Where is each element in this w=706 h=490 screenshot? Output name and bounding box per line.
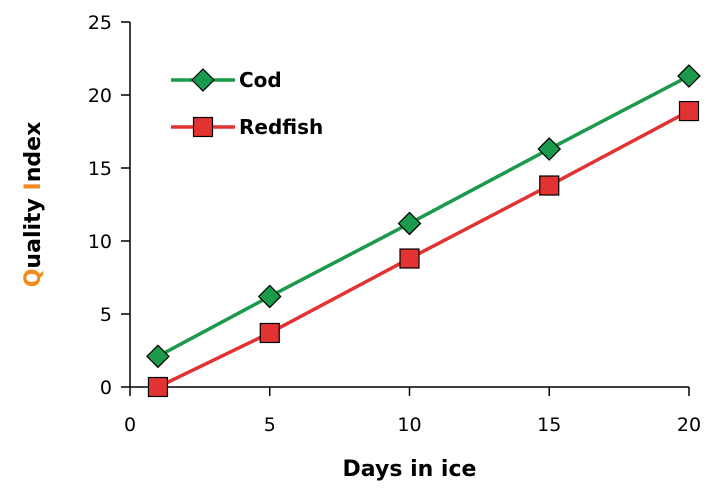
redfish-data-point <box>259 322 280 344</box>
x-tick-label: 0 <box>124 414 136 436</box>
y-axis-title-part: I <box>21 182 46 190</box>
y-tick-label: 20 <box>88 85 112 107</box>
y-tick-label: 15 <box>88 158 112 180</box>
legend-item-redfish: Redfish <box>171 115 323 139</box>
x-tick-label: 15 <box>537 414 561 436</box>
x-axis-title: Days in ice <box>343 457 477 482</box>
legend-marker-redfish <box>192 116 214 138</box>
x-tick-label: 5 <box>264 414 276 436</box>
redfish-data-point <box>147 376 169 398</box>
y-tick-label: 10 <box>88 231 112 253</box>
cod-data-point <box>146 344 170 369</box>
axes-layer <box>121 21 690 396</box>
redfish-data-point <box>539 175 560 196</box>
legend-label-cod: Cod <box>239 68 282 92</box>
labels-layer: 0 5 10 15 20 25 0 5 10 15 20 Days in ice Quality Ind… <box>21 12 701 482</box>
cod-data-point <box>537 137 562 161</box>
cod-data-point <box>397 211 422 236</box>
redfish-series-line <box>157 109 690 389</box>
y-tick-label: 0 <box>100 377 112 399</box>
y-axis-title: Quality Index <box>21 122 46 288</box>
x-tick-label: 20 <box>677 414 701 436</box>
legend-marker-cod <box>191 68 215 92</box>
y-axis-title-part: Q <box>21 269 46 288</box>
cod-data-point <box>257 284 282 309</box>
y-axis-title-part: ndex <box>21 122 46 183</box>
y-axis-title-part: uality <box>21 190 46 268</box>
legend-label-redfish: Redfish <box>239 115 323 139</box>
legend-layer: Cod Redfish <box>171 68 323 139</box>
y-tick-label: 25 <box>88 12 112 34</box>
cod-series-line <box>157 74 690 358</box>
redfish-data-point <box>399 248 420 269</box>
cod-data-point <box>677 64 701 88</box>
redfish-data-point <box>678 100 700 122</box>
series-layer <box>146 64 701 398</box>
y-tick-label: 5 <box>100 304 112 326</box>
x-tick-label: 10 <box>397 414 421 436</box>
legend-item-cod: Cod <box>171 68 282 92</box>
